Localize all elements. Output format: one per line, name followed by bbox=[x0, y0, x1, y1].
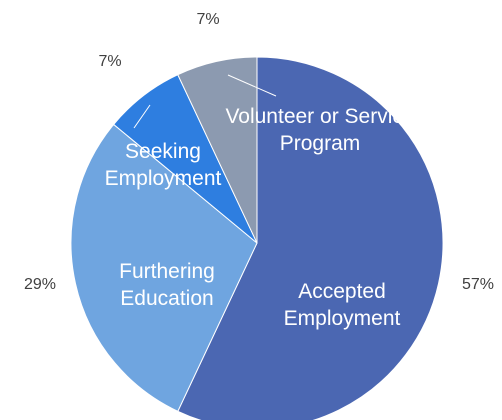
slice-name: Volunteer or Service Program bbox=[225, 105, 415, 155]
value-label: 7% bbox=[98, 53, 122, 70]
slice-name: Seeking Employment bbox=[104, 140, 222, 190]
slice-name: Accepted Employment bbox=[283, 280, 401, 330]
slice-name: Furthering Education bbox=[119, 260, 215, 310]
value-label: 29% bbox=[23, 276, 57, 293]
leader-line bbox=[133, 104, 151, 129]
pie-slice bbox=[177, 56, 258, 244]
value-label: 57% bbox=[461, 276, 495, 293]
pie-slice bbox=[70, 123, 258, 412]
value-label: 7% bbox=[196, 11, 220, 28]
pie-slice bbox=[177, 56, 444, 420]
leader-line bbox=[227, 74, 277, 97]
